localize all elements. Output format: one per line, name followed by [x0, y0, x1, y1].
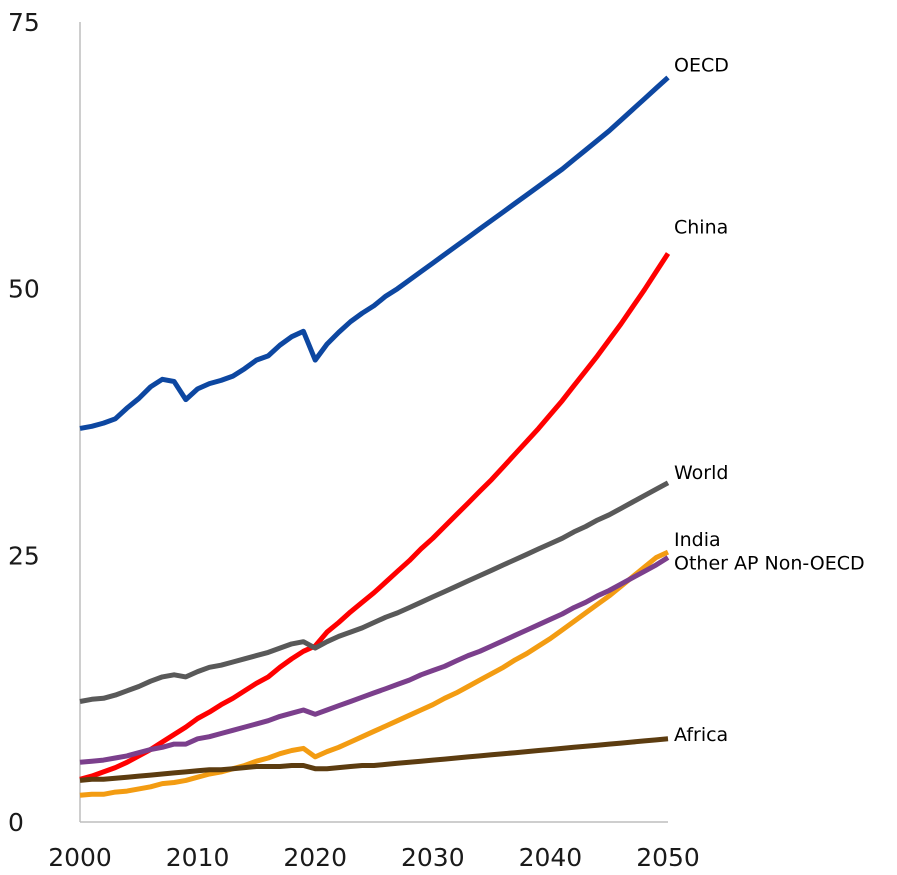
- x-tick-label: 2000: [48, 843, 112, 872]
- axes: [79, 22, 668, 823]
- x-tick-label: 2020: [283, 843, 347, 872]
- x-tick-label: 2050: [636, 843, 700, 872]
- x-tick-labels: 2000 2010 2020 2030 2040 2050: [48, 843, 700, 872]
- series-label-china: China: [674, 216, 728, 238]
- series-line-other-ap-non-oecd: [79, 555, 670, 765]
- series-line-india: [79, 549, 670, 798]
- series-label-other-ap-non-oecd: Other AP Non-OECD: [674, 552, 865, 574]
- x-tick-label: 2040: [519, 843, 583, 872]
- series-line-world: [79, 480, 670, 704]
- series-label-india: India: [674, 529, 721, 551]
- x-tick-label: 2010: [166, 843, 230, 872]
- series-line-africa: [79, 736, 669, 783]
- series-label-world: World: [674, 462, 728, 484]
- series-line-oecd: [79, 75, 670, 431]
- y-tick-label: 25: [8, 541, 40, 570]
- series-lines: [79, 75, 671, 798]
- y-tick-label: 75: [8, 8, 40, 37]
- series-line-china: [79, 252, 671, 782]
- y-tick-label: 50: [8, 275, 40, 304]
- y-tick-label: 0: [8, 808, 24, 837]
- series-label-africa: Africa: [674, 724, 728, 746]
- y-tick-labels: 0 25 50 75: [8, 8, 40, 837]
- x-tick-label: 2030: [401, 843, 465, 872]
- series-label-oecd: OECD: [674, 54, 729, 76]
